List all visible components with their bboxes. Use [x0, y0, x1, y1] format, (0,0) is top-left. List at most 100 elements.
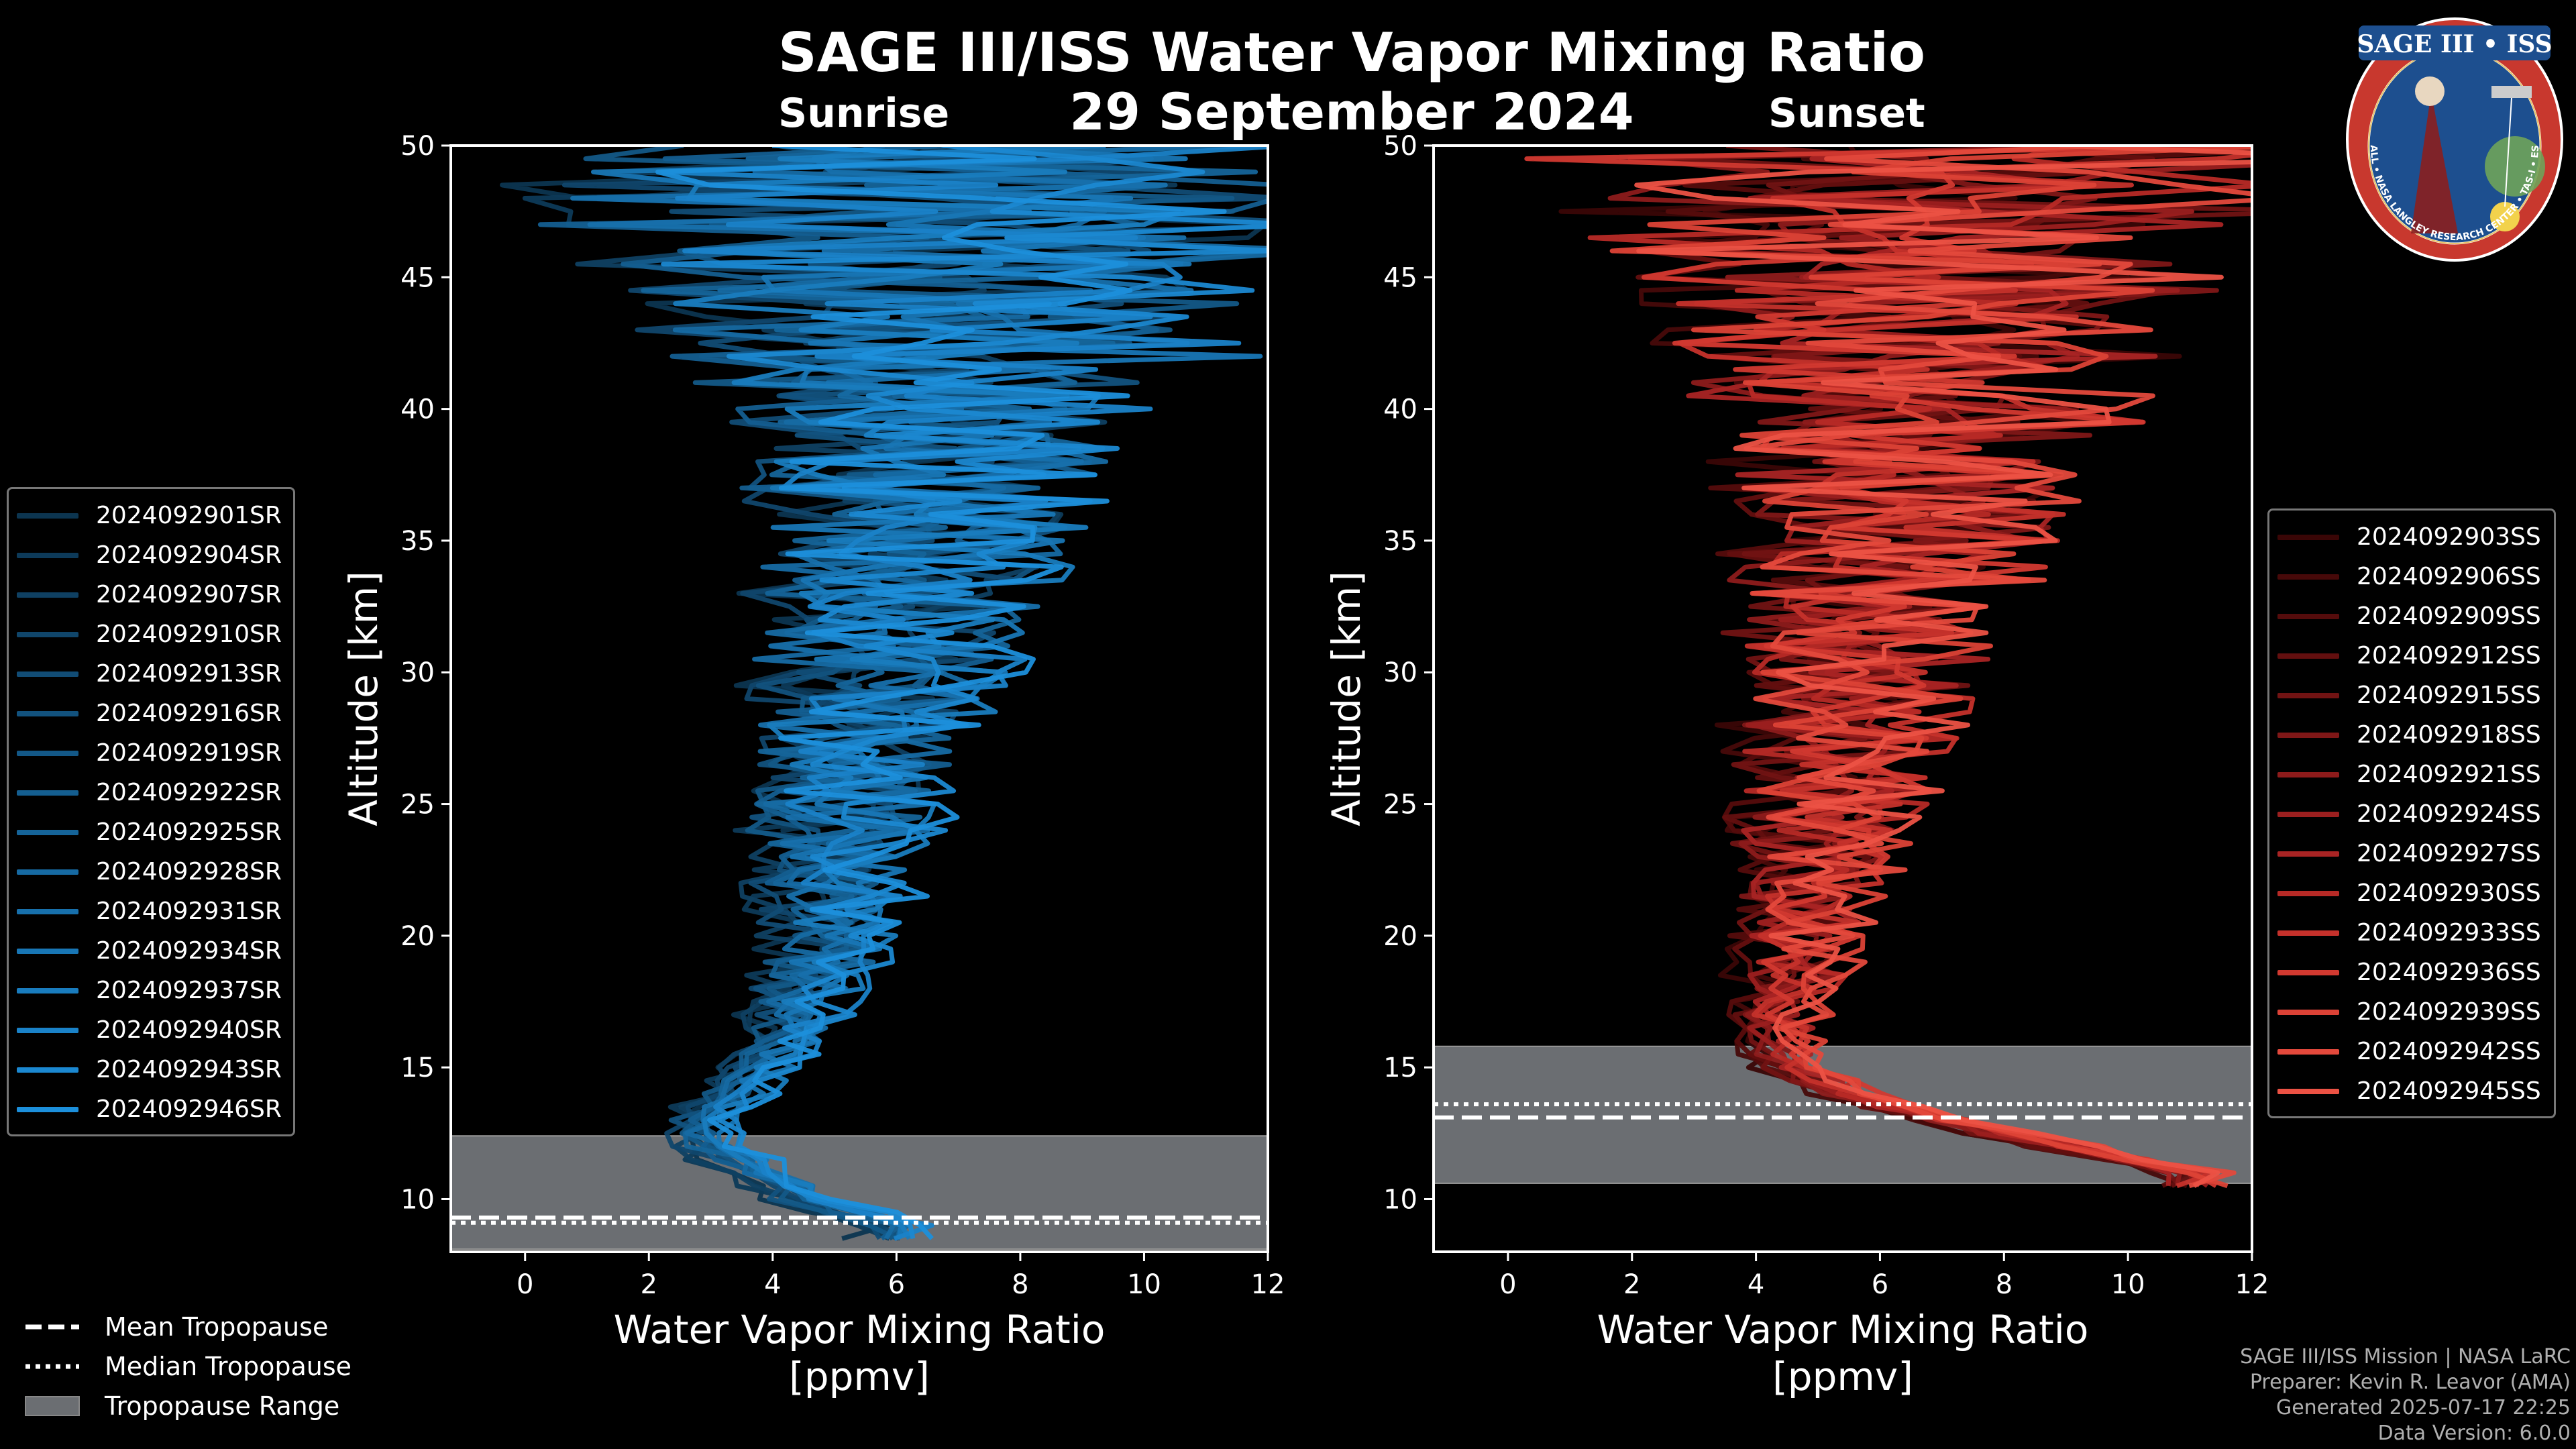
- sun-icon: [2490, 202, 2520, 231]
- sunset-axes-frame: [1432, 144, 2253, 1253]
- profile-line-2024092946SR: [655, 146, 1227, 1240]
- legend-label: 2024092930SS: [2357, 879, 2541, 907]
- legend-item-2024092921SS: 2024092921SS: [2277, 755, 2546, 794]
- legend-item-2024092939SS: 2024092939SS: [2277, 992, 2546, 1032]
- x-tick-label: 8: [1996, 1269, 2012, 1300]
- legend-swatch: [2277, 1009, 2339, 1015]
- legend-swatch: [17, 631, 78, 637]
- legend-swatch: [2277, 1049, 2339, 1055]
- x-tick-label: 6: [1872, 1269, 1888, 1300]
- legend-label: 2024092916SR: [96, 700, 282, 727]
- x-tick-label: 0: [517, 1269, 533, 1300]
- range-patch-swatch: [25, 1395, 80, 1416]
- credits-block: SAGE III/ISS Mission | NASA LaRC Prepare…: [2240, 1344, 2571, 1446]
- profile-line-2024092937SR: [673, 146, 1181, 1240]
- legend-swatch: [17, 671, 78, 677]
- legend-swatch: [2277, 930, 2339, 936]
- x-tick-label: 8: [1012, 1269, 1028, 1300]
- legend-label: 2024092915SS: [2357, 682, 2541, 709]
- sunrise-legend: 2024092901SR 2024092904SR 2024092907SR 2024…: [7, 487, 295, 1136]
- legend-item-mean-tropopause: Mean Tropopause: [24, 1307, 352, 1346]
- legend-item-2024092943SR: 2024092943SR: [17, 1050, 285, 1089]
- legend-swatch: [17, 592, 78, 598]
- legend-item-2024092913SR: 2024092913SR: [17, 654, 285, 694]
- legend-item-2024092904SR: 2024092904SR: [17, 535, 285, 575]
- legend-item-2024092927SS: 2024092927SS: [2277, 834, 2546, 873]
- legend-item-2024092915SS: 2024092915SS: [2277, 676, 2546, 715]
- y-tick-label: 20: [400, 921, 435, 952]
- y-tick-label: 10: [1383, 1184, 1417, 1215]
- legend-swatch: [2277, 574, 2339, 580]
- credit-data-version: Data Version: 6.0.0: [2377, 1421, 2571, 1445]
- legend-label: 2024092940SR: [96, 1016, 282, 1044]
- y-tick-label: 35: [400, 526, 435, 557]
- legend-swatch: [17, 513, 78, 519]
- legend-label: 2024092901SR: [96, 502, 282, 529]
- legend-swatch: [17, 987, 78, 994]
- y-tick-label: 10: [400, 1184, 435, 1215]
- sunrise-panel-title: Sunrise: [778, 90, 950, 137]
- median-tropopause-label: Median Tropopause: [105, 1351, 352, 1381]
- legend-swatch: [17, 710, 78, 716]
- x-tick-label: 10: [1127, 1269, 1161, 1300]
- legend-label: 2024092945SS: [2357, 1077, 2541, 1105]
- legend-swatch: [2277, 851, 2339, 857]
- y-tick-label: 40: [1383, 394, 1417, 425]
- y-tick-label: 50: [400, 131, 435, 162]
- mean-tropopause-label: Mean Tropopause: [105, 1311, 329, 1342]
- legend-swatch: [2277, 969, 2339, 975]
- legend-item-2024092918SS: 2024092918SS: [2277, 715, 2546, 755]
- legend-label: 2024092939SS: [2357, 998, 2541, 1026]
- legend-swatch: [17, 552, 78, 558]
- legend-label: 2024092924SS: [2357, 800, 2541, 828]
- x-axis-unit-label: [ppmv]: [789, 1354, 930, 1399]
- legend-swatch: [2277, 534, 2339, 540]
- legend-label: 2024092910SR: [96, 621, 282, 648]
- legend-item-2024092922SR: 2024092922SR: [17, 773, 285, 812]
- legend-label: 2024092912SS: [2357, 642, 2541, 669]
- y-tick-label: 30: [400, 657, 435, 688]
- chart-main-title: SAGE III/ISS Water Vapor Mixing Ratio: [777, 21, 1926, 84]
- legend-label: 2024092904SR: [96, 541, 282, 569]
- x-tick-label: 10: [2111, 1269, 2145, 1300]
- x-tick-label: 6: [888, 1269, 905, 1300]
- legend-swatch: [17, 1106, 78, 1112]
- x-tick-label: 2: [1623, 1269, 1640, 1300]
- legend-item-2024092946SR: 2024092946SR: [17, 1089, 285, 1129]
- legend-label: 2024092903SS: [2357, 523, 2541, 551]
- legend-label: 2024092931SR: [96, 898, 282, 925]
- legend-item-2024092912SS: 2024092912SS: [2277, 636, 2546, 676]
- legend-swatch: [2277, 732, 2339, 738]
- legend-item-2024092910SR: 2024092910SR: [17, 614, 285, 654]
- earth-icon: [2485, 136, 2545, 197]
- profile-line-2024092945SS: [1634, 146, 2252, 1188]
- x-tick-label: 4: [1748, 1269, 1764, 1300]
- legend-label: 2024092934SR: [96, 937, 282, 965]
- legend-label: 2024092942SS: [2357, 1038, 2541, 1065]
- legend-swatch: [2277, 1088, 2339, 1094]
- y-tick-label: 50: [1383, 131, 1417, 162]
- y-tick-label: 15: [1383, 1053, 1417, 1083]
- x-tick-label: 2: [641, 1269, 657, 1300]
- y-tick-label: 20: [1383, 921, 1417, 952]
- legend-item-2024092925SR: 2024092925SR: [17, 812, 285, 852]
- legend-swatch: [17, 1067, 78, 1073]
- legend-item-2024092940SR: 2024092940SR: [17, 1010, 285, 1050]
- x-tick-label: 4: [764, 1269, 781, 1300]
- sunrise-plot-area: [451, 146, 1268, 1250]
- legend-swatch: [17, 948, 78, 954]
- legend-item-2024092942SS: 2024092942SS: [2277, 1032, 2546, 1071]
- x-tick-label: 0: [1499, 1269, 1516, 1300]
- legend-item-2024092936SS: 2024092936SS: [2277, 953, 2546, 992]
- credit-generated: Generated 2025-07-17 22:25: [2275, 1396, 2571, 1419]
- x-axis-label: Water Vapor Mixing Ratio: [1597, 1307, 2089, 1352]
- tropopause-legend: Mean Tropopause Median Tropopause Tropop…: [24, 1307, 352, 1426]
- legend-item-2024092928SR: 2024092928SR: [17, 852, 285, 892]
- y-axis-label: Altitude [km]: [341, 571, 386, 826]
- legend-label: 2024092909SS: [2357, 602, 2541, 630]
- y-tick-label: 35: [1383, 526, 1417, 557]
- profile-line-2024092933SS: [1676, 152, 2252, 1189]
- iss-station-icon: [2491, 86, 2532, 98]
- legend-item-2024092930SS: 2024092930SS: [2277, 873, 2546, 913]
